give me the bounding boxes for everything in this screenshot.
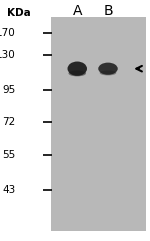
Text: KDa: KDa <box>8 8 31 18</box>
Text: B: B <box>103 4 113 18</box>
Text: 95: 95 <box>3 85 16 95</box>
Text: 72: 72 <box>3 117 16 127</box>
Ellipse shape <box>98 63 118 75</box>
Ellipse shape <box>100 70 116 75</box>
Text: 130: 130 <box>0 50 16 60</box>
Text: A: A <box>72 4 82 18</box>
Text: 170: 170 <box>0 27 16 38</box>
Text: 43: 43 <box>3 185 16 195</box>
Text: 55: 55 <box>3 150 16 161</box>
FancyBboxPatch shape <box>51 17 146 231</box>
Ellipse shape <box>68 61 87 76</box>
Ellipse shape <box>68 70 86 76</box>
